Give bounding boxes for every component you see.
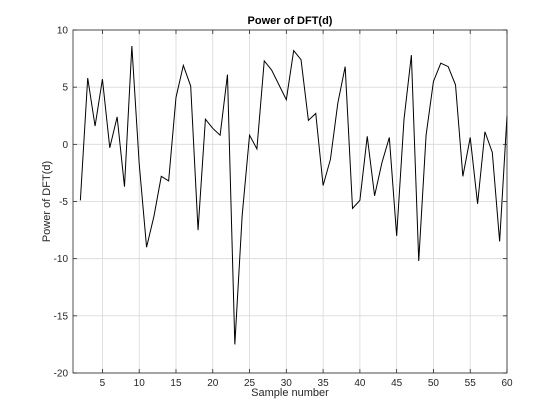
x-tick-label: 40 [354, 378, 366, 389]
y-tick-label: 10 [57, 26, 69, 37]
x-axis-title: Sample number [251, 387, 329, 399]
x-tick-label: 45 [391, 378, 403, 389]
x-tick-label: 10 [134, 378, 146, 389]
y-tick-label: 0 [62, 140, 68, 151]
y-tick-label: -20 [54, 369, 69, 380]
x-tick-label: 60 [501, 378, 513, 389]
y-tick-label: -5 [59, 197, 68, 208]
x-tick-label: 30 [281, 378, 293, 389]
series-layer [79, 45, 508, 345]
y-tick-label: -15 [54, 311, 69, 322]
x-tick-label: 20 [207, 378, 219, 389]
x-tick-label: 35 [318, 378, 330, 389]
x-tick-label: 5 [100, 378, 106, 389]
x-tick-label: 55 [465, 378, 477, 389]
series-line [79, 45, 508, 345]
y-tick-labels: -20 -15 -10 -5 0 5 10 [54, 26, 69, 380]
chart-title: Power of DFT(d) [248, 15, 333, 27]
x-tick-label: 15 [170, 378, 182, 389]
x-tick-label: 25 [244, 378, 256, 389]
tick-marks [73, 29, 508, 374]
y-tick-label: -10 [54, 254, 69, 265]
x-tick-labels: 5 10 15 20 25 30 35 40 45 50 55 60 [100, 378, 513, 389]
y-axis-title: Power of DFT(d) [41, 161, 53, 242]
x-tick-label: 50 [428, 378, 440, 389]
y-tick-label: 5 [62, 83, 68, 94]
